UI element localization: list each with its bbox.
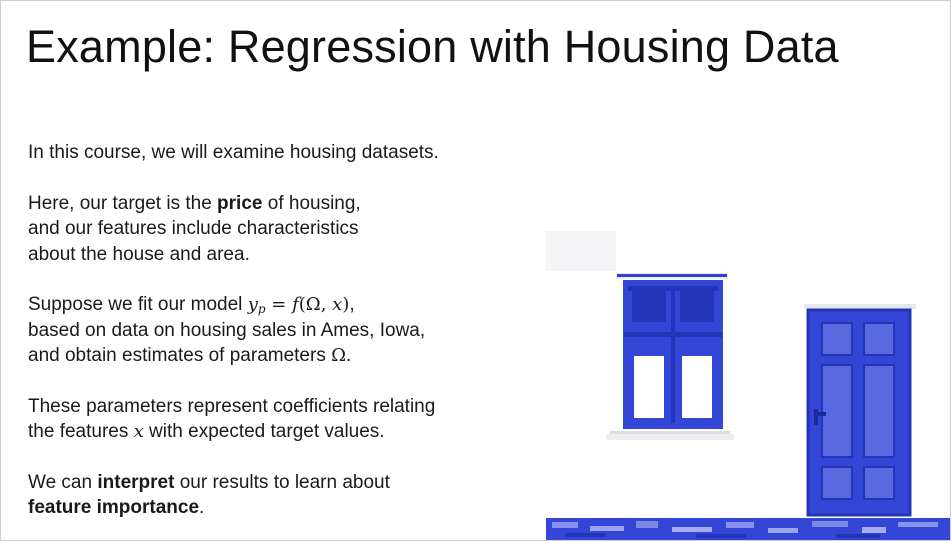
model-line-3-end: . [346, 345, 352, 366]
door-handle [814, 409, 818, 425]
interpret-line-2: feature importance. [28, 495, 548, 521]
parameters-line-2: the features x with expected target valu… [28, 419, 548, 445]
model-equation: yp = f(Ω, x) [248, 294, 350, 315]
paragraph-target: Here, our target is the price of housing… [28, 191, 548, 268]
door-icon [804, 304, 916, 517]
interpret-text-end: our results to learn about [174, 471, 390, 493]
model-line-2: based on data on housing sales in Ames, … [28, 319, 426, 341]
model-params-text: and obtain estimates of parameters [28, 345, 332, 366]
paragraph-intro: In this course, we will examine housing … [28, 140, 548, 166]
parameters-text-end: with expected target values. [143, 421, 385, 442]
model-line-1: Suppose we fit our model yp = f(Ω, x), [28, 292, 548, 318]
interpret-period: . [199, 497, 205, 518]
paragraph-parameters: These parameters represent coefficients … [28, 394, 548, 445]
math-x-features: x [133, 421, 144, 442]
window-icon [606, 273, 734, 440]
price-emphasis: price [217, 192, 263, 214]
math-subscript-p: p [257, 302, 266, 316]
target-line-3: about the house and area. [28, 243, 250, 265]
stone-base [546, 518, 950, 540]
wall-haze [546, 231, 616, 271]
slide-title: Example: Regression with Housing Data [26, 21, 839, 72]
interpret-emphasis: interpret [97, 471, 175, 493]
door-panel [821, 322, 853, 356]
model-line-3: and obtain estimates of parameters Ω. [28, 343, 548, 369]
omega-symbol: Ω [331, 345, 347, 366]
slide-body: In this course, we will examine housing … [28, 140, 548, 521]
math-omega: Ω [305, 294, 321, 315]
math-f: f [292, 294, 299, 315]
math-open-paren: ( [298, 294, 306, 315]
math-x: x [332, 294, 343, 315]
math-comma: , [320, 294, 333, 315]
interpret-text: We can [28, 471, 98, 493]
target-line-2: and our features include characteristics [28, 218, 359, 239]
door-panel [863, 364, 895, 458]
math-omega-params: Ω [331, 345, 346, 366]
house-illustration [546, 231, 950, 540]
interpret-line-1: We can interpret our results to learn ab… [28, 470, 548, 496]
window-pane-top-left [632, 291, 666, 322]
parameters-line-1: These parameters represent coefficients … [28, 395, 436, 417]
paragraph-interpret: We can interpret our results to learn ab… [28, 470, 548, 521]
target-text: Here, our target is the [28, 192, 218, 214]
math-close-paren: ) [342, 294, 350, 315]
math-equals: = [265, 294, 293, 315]
target-line-1: Here, our target is the price of housing… [28, 191, 548, 217]
door-top-ledge [804, 304, 916, 309]
target-text-end: of housing, [262, 192, 361, 214]
model-text: Suppose we fit our model [28, 294, 248, 315]
feature-importance-emphasis: feature importance [28, 497, 200, 518]
window-pane-bottom-left [634, 356, 664, 418]
window-sill [606, 434, 734, 440]
model-line-end: , [349, 294, 355, 315]
door-panel [863, 322, 895, 356]
door-panel [863, 466, 895, 500]
parameters-text: the features [28, 421, 134, 442]
paragraph-model: Suppose we fit our model yp = f(Ω, x), b… [28, 292, 548, 369]
door-panel [821, 364, 853, 458]
window-pane-top-right [680, 291, 714, 322]
window-pane-bottom-right [682, 356, 712, 418]
math-y: y [247, 294, 258, 315]
intro-line: In this course, we will examine housing … [28, 142, 439, 163]
door-panel [821, 466, 853, 500]
window-door-image [546, 231, 950, 540]
